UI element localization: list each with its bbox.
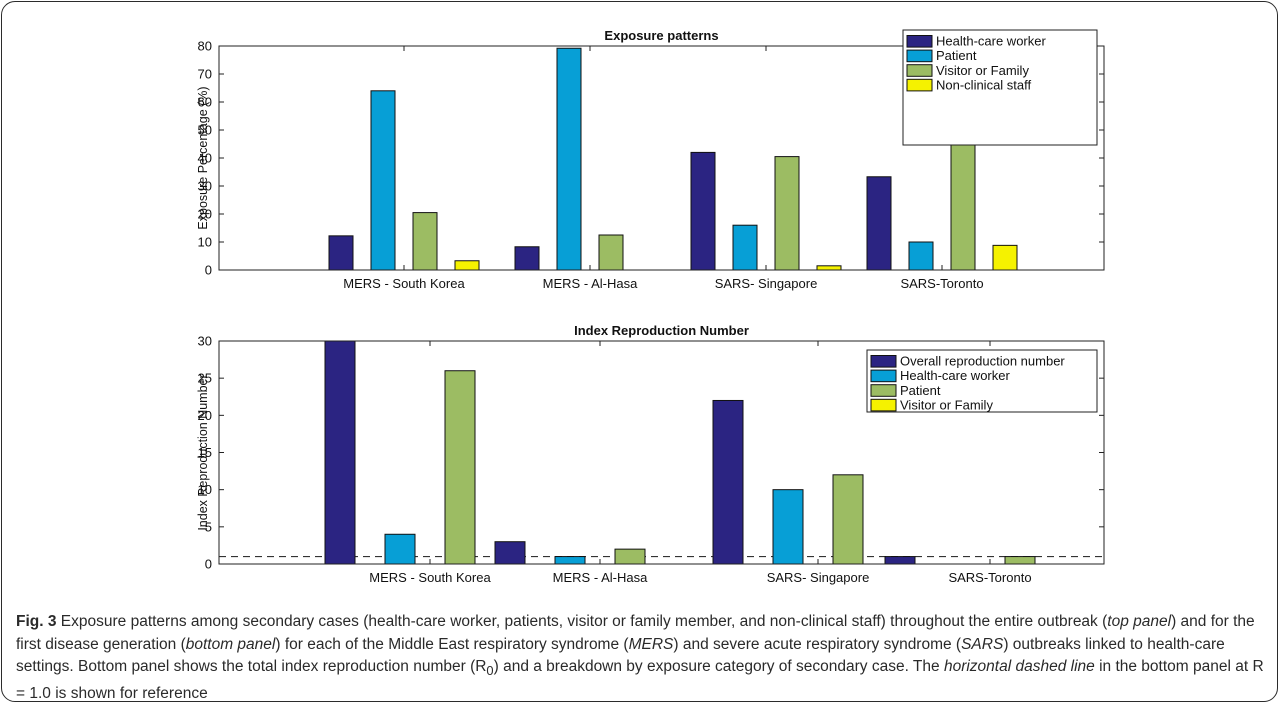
- legend-swatch: [870, 384, 897, 397]
- bar: [328, 235, 354, 271]
- bar: [774, 156, 800, 271]
- bar: [732, 224, 758, 271]
- y-tick-label: 80: [198, 39, 212, 54]
- y-tick-label: 5: [205, 519, 212, 534]
- legend-box: [866, 349, 1098, 413]
- x-tick-label: SARS- Singapore: [767, 570, 870, 585]
- caption-emphasis: SARS: [961, 635, 1004, 653]
- x-tick-label: MERS - Al-Hasa: [543, 276, 638, 291]
- bar: [908, 241, 934, 271]
- y-tick-label: 50: [198, 123, 212, 138]
- caption-emphasis: MERS: [628, 635, 674, 653]
- y-tick-label: 10: [198, 235, 212, 250]
- bar: [712, 399, 744, 565]
- bar: [454, 260, 480, 271]
- x-tick-label: SARS-Toronto: [900, 276, 983, 291]
- caption-text: in the bottom panel at R = 1.0 is shown …: [16, 658, 1264, 702]
- y-axis-label: Index Reproduction Number: [196, 374, 210, 530]
- legend-swatch: [870, 398, 897, 412]
- y-tick-label: 0: [205, 263, 212, 278]
- y-tick-label: 25: [198, 371, 212, 386]
- caption-text: ) and a breakdown by exposure category o…: [493, 658, 944, 675]
- bar: [884, 556, 916, 565]
- bar: [866, 176, 892, 271]
- y-tick-label: 30: [198, 334, 212, 349]
- figure-caption: Fig. 3 Exposure patterns among secondary…: [16, 611, 1266, 705]
- y-tick-label: 10: [198, 482, 212, 497]
- caption-text: Exposure patterns among secondary cases …: [56, 613, 1108, 630]
- y-tick-label: 40: [198, 151, 212, 166]
- x-tick-label: MERS - South Korea: [343, 276, 465, 291]
- y-tick-label: 15: [198, 445, 212, 460]
- bar: [690, 151, 716, 271]
- y-tick-label: 0: [205, 557, 212, 572]
- bar: [412, 212, 438, 271]
- legend-label: Health-care worker: [936, 34, 1046, 49]
- y-tick-label: 60: [198, 95, 212, 110]
- bar: [494, 541, 526, 565]
- legend-label: Overall reproduction number: [900, 354, 1065, 369]
- legend-swatch: [870, 355, 897, 368]
- caption-text: ) and for the first disease generation (: [16, 613, 1255, 653]
- caption-emphasis: bottom panel: [185, 635, 276, 653]
- bar: [444, 370, 476, 565]
- bar: [370, 90, 396, 271]
- figure-charts: Exposure patterns01020304050607080Exposu…: [196, 28, 1105, 585]
- bar: [816, 265, 842, 271]
- x-tick-label: MERS - South Korea: [369, 570, 491, 585]
- caption-text: ) and severe acute respiratory syndrome …: [673, 635, 962, 653]
- figure-label: Fig. 3: [16, 613, 57, 630]
- legend-box: [902, 29, 1098, 146]
- bar: [1004, 556, 1036, 565]
- bar: [514, 246, 540, 271]
- y-axis-label: Exposure Percentage (%): [196, 86, 210, 229]
- chart-panel-1: Exposure patterns 0 10 20 30 40 50 60 70 80 Exposu…: [196, 28, 1105, 291]
- legend-label: Visitor or Family: [936, 63, 1029, 78]
- bar: [554, 556, 586, 565]
- caption-emphasis: top panel: [1107, 613, 1172, 630]
- chart-title: Exposure patterns: [604, 28, 718, 43]
- plot-border: [218, 340, 1105, 565]
- caption-text: ) outbreaks linked to health-care settin…: [16, 635, 1225, 676]
- caption-emphasis: horizontal dashed line: [943, 658, 1095, 675]
- legend-label: Health-care worker: [900, 368, 1010, 383]
- caption-subscript: 0: [486, 663, 494, 679]
- legend-swatch: [906, 78, 933, 92]
- legend-swatch: [870, 369, 897, 383]
- legend-label: Visitor or Family: [900, 397, 993, 412]
- legend-label: Patient: [936, 48, 977, 63]
- y-tick-label: 20: [198, 207, 212, 222]
- legend-label: Patient: [900, 383, 941, 398]
- bar: [992, 244, 1018, 271]
- bar: [950, 135, 976, 271]
- x-tick-label: SARS- Singapore: [715, 276, 818, 291]
- legend-swatch: [906, 64, 933, 77]
- bar: [614, 548, 646, 565]
- legend-label: Non-clinical staff: [936, 77, 1032, 92]
- legend-swatch: [906, 35, 933, 48]
- y-tick-label: 20: [198, 408, 212, 423]
- bar: [598, 234, 624, 271]
- plot-border: [218, 45, 1105, 271]
- bar: [832, 474, 864, 565]
- y-tick-label: 70: [198, 67, 212, 82]
- chart-title: Index Reproduction Number: [574, 323, 749, 338]
- x-tick-label: SARS-Toronto: [948, 570, 1031, 585]
- bar: [324, 340, 356, 565]
- bar: [556, 47, 582, 271]
- chart-panel-2: Index Reproduction Number 0 5 10 15 20 25 30 Ind…: [196, 323, 1105, 585]
- bar: [384, 533, 416, 565]
- legend-swatch: [906, 49, 933, 63]
- x-tick-label: MERS - Al-Hasa: [553, 570, 648, 585]
- y-tick-label: 30: [198, 179, 212, 194]
- bar: [772, 489, 804, 565]
- caption-text: ) for each of the Middle East respirator…: [275, 635, 629, 653]
